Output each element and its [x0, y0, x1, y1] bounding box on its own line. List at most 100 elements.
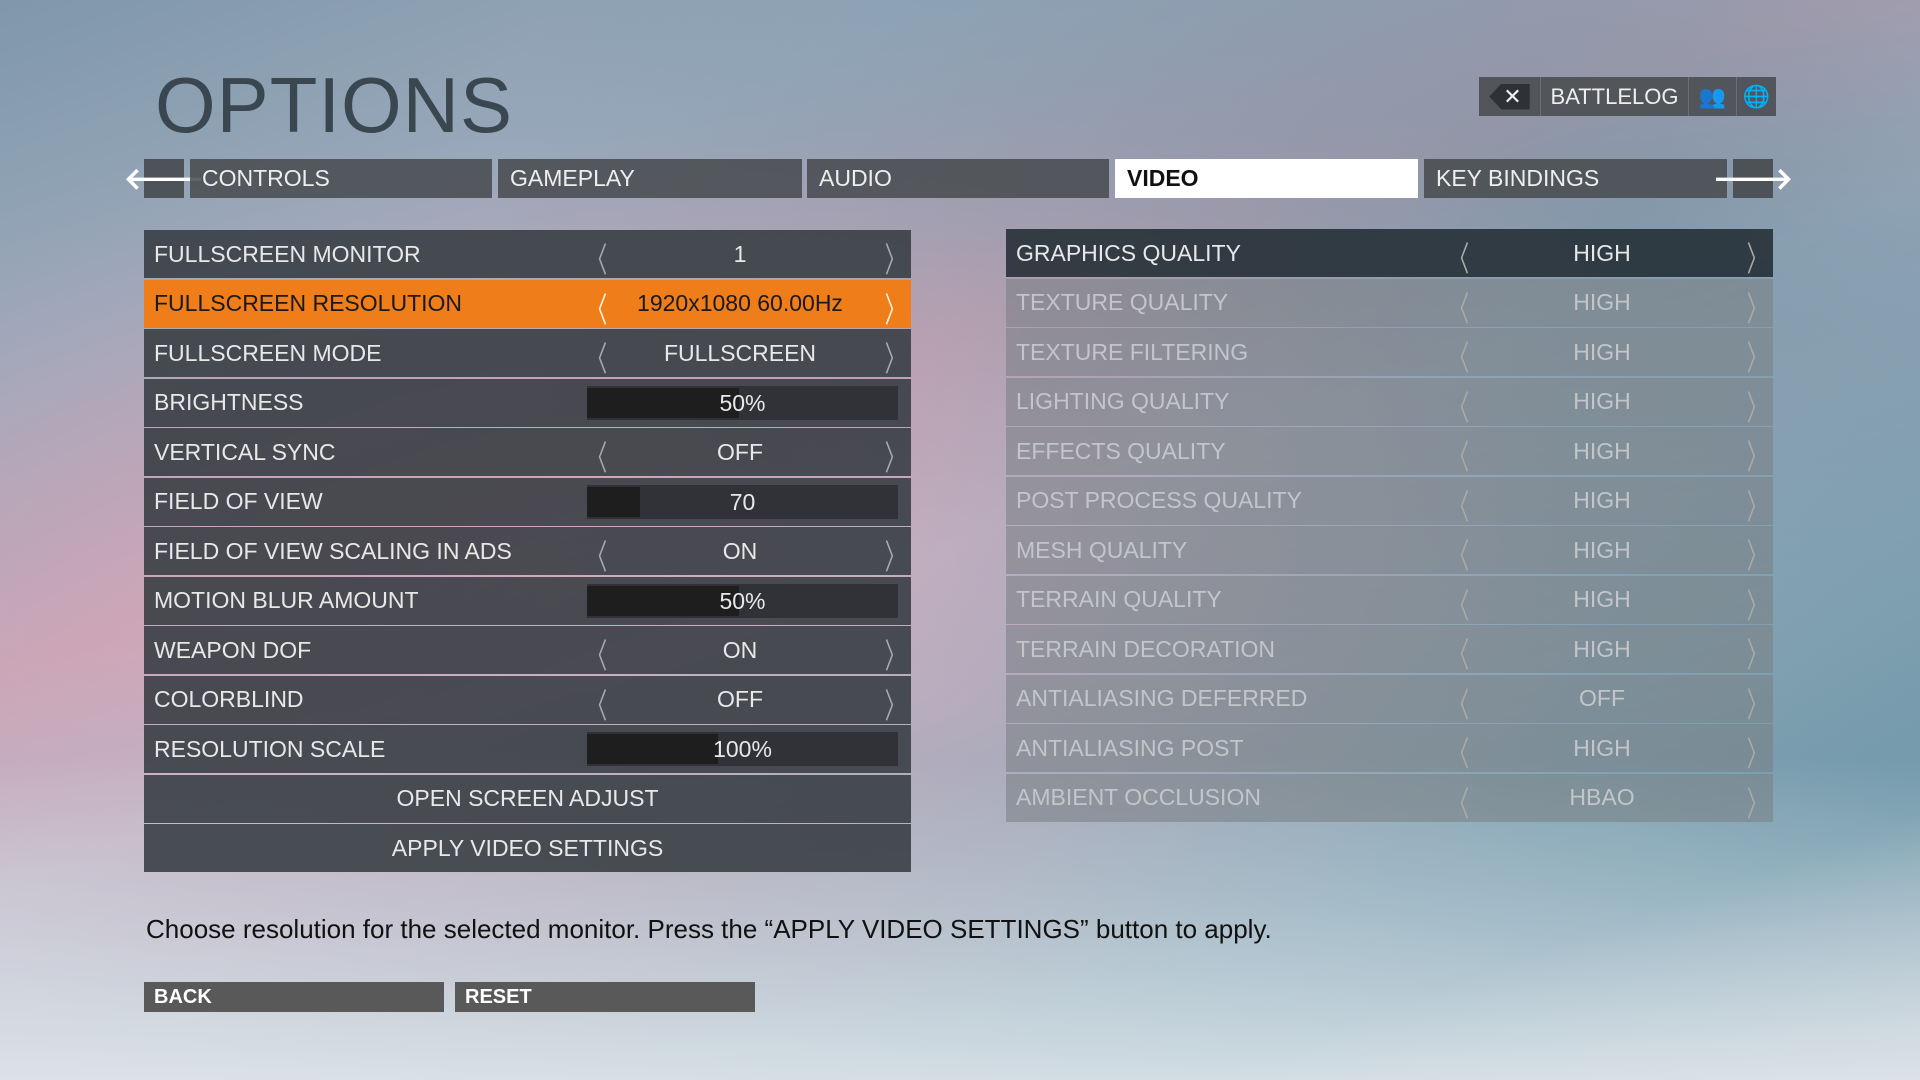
setting-row[interactable]: FULLSCREEN MODE 〈 FULLSCREEN 〉: [144, 329, 911, 379]
globe-icon[interactable]: 🌐: [1742, 83, 1771, 109]
setting-row[interactable]: MESH QUALITY 〈 HIGH 〉: [1006, 526, 1773, 576]
setting-value: ON: [722, 537, 758, 564]
chevron-left-icon[interactable]: 〈: [1448, 290, 1470, 329]
setting-slider[interactable]: 100%: [587, 732, 898, 766]
chevron-left-icon[interactable]: 〈: [586, 291, 608, 330]
setting-label: TEXTURE QUALITY: [1016, 289, 1229, 315]
tab-key-bindings[interactable]: KEY BINDINGS: [1424, 159, 1727, 198]
setting-label: POST PROCESS QUALITY: [1016, 487, 1302, 513]
prev-tab-arrow-icon[interactable]: 🡐: [124, 159, 204, 198]
chevron-left-icon[interactable]: 〈: [1448, 686, 1470, 725]
reset-button[interactable]: RESET: [455, 982, 755, 1012]
setting-slider[interactable]: 70: [587, 484, 898, 519]
setting-label: TERRAIN QUALITY: [1016, 586, 1222, 612]
chevron-right-icon[interactable]: 〉: [884, 291, 906, 330]
right-settings-panel: GRAPHICS QUALITY 〈 HIGH 〉 TEXTURE QUALITY 〈 HI…: [1006, 229, 1773, 824]
chevron-left-icon[interactable]: 〈: [1448, 241, 1470, 279]
setting-label: FIELD OF VIEW: [154, 488, 323, 514]
chevron-left-icon[interactable]: 〈: [586, 341, 608, 379]
apply-video-settings-button[interactable]: APPLY VIDEO SETTINGS: [144, 824, 911, 872]
setting-label: ANTIALIASING DEFERRED: [1016, 685, 1308, 711]
tab-controls[interactable]: CONTROLS: [190, 159, 492, 198]
chevron-right-icon[interactable]: 〉: [1746, 389, 1768, 428]
left-settings-panel: FULLSCREEN MONITOR 〈 1 〉 FULLSCREEN RESOLUTI…: [144, 230, 911, 874]
chevron-right-icon[interactable]: 〉: [1746, 637, 1768, 675]
setting-row[interactable]: TEXTURE QUALITY 〈 HIGH 〉: [1006, 278, 1773, 329]
chevron-right-icon[interactable]: 〉: [1746, 439, 1768, 477]
chevron-left-icon[interactable]: 〈: [1448, 785, 1470, 824]
setting-row[interactable]: LIGHTING QUALITY 〈 HIGH 〉: [1006, 377, 1773, 428]
setting-label: TEXTURE FILTERING: [1016, 338, 1249, 365]
chevron-right-icon[interactable]: 〉: [1746, 488, 1768, 527]
setting-row[interactable]: FULLSCREEN RESOLUTION 〈 1920x1080 60.00Hz 〉: [144, 279, 911, 330]
setting-row[interactable]: RESOLUTION SCALE 100%: [144, 725, 911, 773]
open-screen-adjust-button[interactable]: OPEN SCREEN ADJUST: [144, 774, 911, 823]
setting-label: TERRAIN DECORATION: [1016, 635, 1275, 662]
setting-row[interactable]: FIELD OF VIEW 70: [144, 477, 911, 526]
chevron-right-icon[interactable]: 〉: [884, 638, 906, 676]
setting-slider[interactable]: 50%: [587, 583, 898, 618]
chevron-right-icon[interactable]: 〉: [884, 539, 906, 577]
chevron-right-icon[interactable]: 〉: [884, 242, 906, 280]
chevron-right-icon[interactable]: 〉: [1746, 538, 1768, 576]
chevron-left-icon[interactable]: 〈: [1448, 439, 1470, 477]
chevron-right-icon[interactable]: 〉: [1746, 785, 1768, 824]
setting-row[interactable]: ANTIALIASING POST 〈 HIGH 〉: [1006, 724, 1773, 774]
setting-value: HIGH: [1573, 635, 1631, 662]
chevron-left-icon[interactable]: 〈: [1448, 340, 1470, 378]
slider-value: 70: [729, 488, 756, 515]
next-tab-arrow-icon[interactable]: 🡒: [1713, 159, 1793, 198]
setting-row[interactable]: GRAPHICS QUALITY 〈 HIGH 〉: [1006, 229, 1773, 279]
chevron-left-icon[interactable]: 〈: [586, 687, 608, 726]
tab-gameplay[interactable]: GAMEPLAY: [498, 159, 802, 198]
friends-icon[interactable]: 👥: [1689, 77, 1737, 116]
setting-row[interactable]: WEAPON DOF 〈 ON 〉: [144, 626, 911, 676]
back-button[interactable]: BACK: [144, 982, 444, 1012]
setting-value: FULLSCREEN: [663, 339, 817, 366]
setting-row[interactable]: TERRAIN QUALITY 〈 HIGH 〉: [1006, 575, 1773, 626]
chevron-right-icon[interactable]: 〉: [884, 440, 906, 478]
chevron-left-icon[interactable]: 〈: [586, 539, 608, 577]
setting-label: FULLSCREEN MODE: [154, 339, 382, 366]
chevron-left-icon[interactable]: 〈: [586, 638, 608, 676]
chevron-left-icon[interactable]: 〈: [586, 440, 608, 478]
chevron-right-icon[interactable]: 〉: [1746, 241, 1768, 279]
setting-row[interactable]: AMBIENT OCCLUSION 〈 HBAO 〉: [1006, 773, 1773, 824]
setting-slider[interactable]: 50%: [587, 385, 898, 420]
setting-row[interactable]: TEXTURE FILTERING 〈 HIGH 〉: [1006, 328, 1773, 378]
tab-video[interactable]: VIDEO: [1115, 159, 1418, 198]
chevron-right-icon[interactable]: 〉: [1746, 587, 1768, 626]
slider-value: 100%: [713, 736, 772, 762]
chevron-right-icon[interactable]: 〉: [1746, 686, 1768, 725]
chevron-right-icon[interactable]: 〉: [884, 687, 906, 726]
chevron-right-icon[interactable]: 〉: [1746, 290, 1768, 329]
chevron-left-icon[interactable]: 〈: [1448, 389, 1470, 428]
setting-row[interactable]: EFFECTS QUALITY 〈 HIGH 〉: [1006, 427, 1773, 477]
setting-value: HIGH: [1573, 487, 1631, 513]
close-battlelog-button[interactable]: ✕: [1479, 77, 1541, 116]
setting-row[interactable]: BRIGHTNESS 50%: [144, 378, 911, 427]
chevron-left-icon[interactable]: 〈: [1448, 538, 1470, 576]
setting-row[interactable]: FIELD OF VIEW SCALING IN ADS 〈 ON 〉: [144, 527, 911, 577]
tab-bar: 🡐 CONTROLS GAMEPLAY AUDIO VIDEO KEY BIND…: [124, 159, 1793, 198]
chevron-left-icon[interactable]: 〈: [586, 242, 608, 280]
chevron-left-icon[interactable]: 〈: [1448, 587, 1470, 626]
setting-row[interactable]: FULLSCREEN MONITOR 〈 1 〉: [144, 230, 911, 280]
setting-value: HIGH: [1573, 586, 1631, 612]
setting-row[interactable]: COLORBLIND 〈 OFF 〉: [144, 675, 911, 726]
setting-row[interactable]: POST PROCESS QUALITY 〈 HIGH 〉: [1006, 476, 1773, 527]
chevron-right-icon[interactable]: 〉: [1746, 736, 1768, 774]
chevron-left-icon[interactable]: 〈: [1448, 637, 1470, 675]
chevron-left-icon[interactable]: 〈: [1448, 488, 1470, 527]
setting-row[interactable]: MOTION BLUR AMOUNT 50%: [144, 576, 911, 625]
chevron-right-icon[interactable]: 〉: [884, 341, 906, 379]
setting-label: FULLSCREEN MONITOR: [154, 240, 421, 267]
setting-row[interactable]: VERTICAL SYNC 〈 OFF 〉: [144, 428, 911, 478]
tab-audio[interactable]: AUDIO: [807, 159, 1109, 198]
chevron-left-icon[interactable]: 〈: [1448, 736, 1470, 774]
chevron-right-icon[interactable]: 〉: [1746, 340, 1768, 378]
setting-row[interactable]: TERRAIN DECORATION 〈 HIGH 〉: [1006, 625, 1773, 675]
setting-label: FIELD OF VIEW SCALING IN ADS: [154, 537, 512, 564]
battlelog-button[interactable]: BATTLELOG: [1541, 77, 1689, 116]
setting-row[interactable]: ANTIALIASING DEFERRED 〈 OFF 〉: [1006, 674, 1773, 725]
